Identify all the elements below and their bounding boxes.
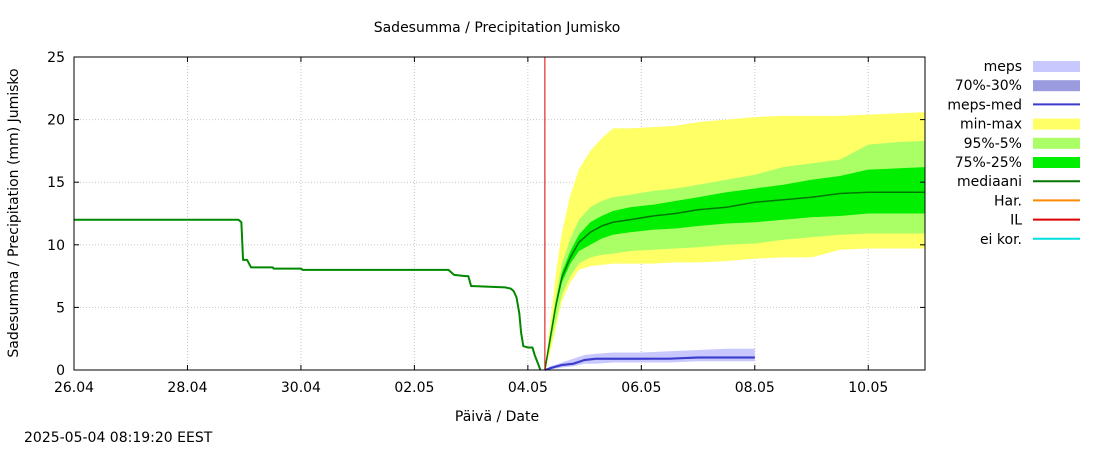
x-tick-label: 04.05 — [508, 380, 548, 396]
legend-label: 75%-25% — [955, 155, 1022, 171]
legend-label: ei kor. — [980, 232, 1022, 248]
legend-label: meps — [984, 59, 1022, 75]
y-axis-label: Sadesumma / Precipitation (mm) Jumisko — [6, 68, 22, 357]
legend-swatch — [1033, 137, 1080, 149]
x-tick-label: 02.05 — [394, 380, 434, 396]
legend-label: 95%-5% — [964, 136, 1022, 152]
chart-title: Sadesumma / Precipitation Jumisko — [374, 20, 621, 36]
legend-label: mediaani — [957, 174, 1022, 190]
legend-swatch — [1033, 61, 1080, 72]
x-tick-label: 10.05 — [848, 380, 888, 396]
median-line — [544, 191, 925, 371]
x-axis-label: Päivä / Date — [455, 409, 539, 425]
observed-line — [74, 218, 542, 371]
x-tick-label: 06.05 — [621, 380, 661, 396]
legend-label: meps-med — [947, 97, 1022, 113]
timestamp: 2025-05-04 08:19:20 EEST — [24, 430, 213, 446]
y-tick-label: 20 — [47, 113, 65, 129]
y-axis-ticks: 0 5 10 15 20 25 — [47, 50, 925, 379]
x-tick-label: 28.04 — [167, 380, 207, 396]
x-axis-ticks: 26.04 28.04 30.04 02.05 04.05 06.05 08.05 10.05 — [54, 57, 888, 396]
y-tick-label: 5 — [56, 300, 65, 316]
plot-frame — [73, 56, 926, 371]
legend-label: IL — [1010, 213, 1022, 229]
legend-label: Har. — [994, 193, 1022, 209]
legend-swatch — [1033, 80, 1080, 92]
legend-swatch — [1033, 157, 1080, 168]
legend-label: min-max — [960, 117, 1022, 133]
y-tick-label: 25 — [47, 50, 65, 66]
series-lines — [74, 57, 925, 371]
x-tick-label: 30.04 — [281, 380, 321, 396]
legend-swatch — [1033, 118, 1080, 130]
x-tick-label: 08.05 — [735, 380, 775, 396]
y-tick-label: 0 — [56, 363, 65, 379]
legend: meps 70%-30% meps-med min-max 95%-5% 75%-25% m… — [947, 59, 1080, 248]
y-tick-label: 15 — [47, 175, 65, 191]
meps-med-line — [544, 356, 755, 371]
y-tick-label: 10 — [47, 238, 65, 254]
x-tick-label: 26.04 — [54, 380, 94, 396]
legend-label: 70%-30% — [955, 78, 1022, 94]
